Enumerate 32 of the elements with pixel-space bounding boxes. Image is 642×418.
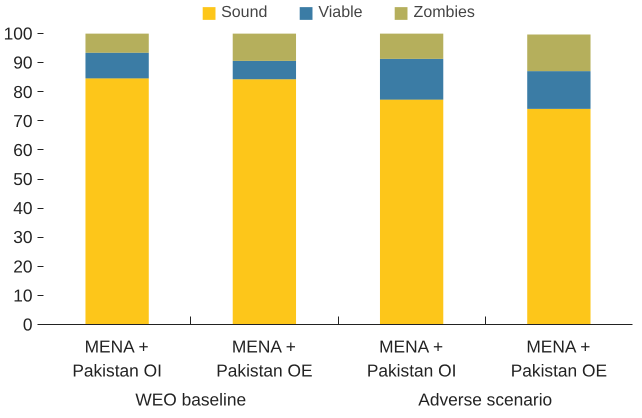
text: WEO baseline (135, 390, 246, 410)
bar (380, 34, 444, 59)
y-tick-label: 10 (13, 285, 33, 306)
x-tick-label: MENA + Pakistan OI (366, 336, 456, 380)
bar (527, 108, 591, 324)
bar (380, 58, 444, 100)
x-tick-label: MENA + Pakistan OE (216, 336, 313, 380)
y-tick-label: 0 (22, 314, 33, 334)
y-tick-label: 30 (13, 227, 33, 248)
y-tick-label: 60 (13, 140, 33, 160)
bar (85, 52, 149, 78)
bar (85, 78, 149, 324)
bar (232, 34, 296, 61)
legend-label: Viable (318, 4, 363, 22)
y-tick-label: 90 (13, 52, 33, 73)
bar (232, 60, 296, 80)
x-tick-label: MENA + Pakistan OI (72, 336, 162, 380)
bar (232, 79, 296, 324)
y-tick-label: 20 (13, 256, 33, 276)
bar (85, 34, 149, 53)
y-tick-label: 40 (13, 198, 33, 218)
y-tick-label: 80 (13, 82, 33, 102)
y-tick-label: 70 (13, 110, 33, 131)
legend-label: Sound (221, 4, 268, 22)
bar (527, 71, 591, 109)
y-tick-label: 50 (13, 169, 33, 190)
bar (380, 100, 444, 324)
bar (527, 34, 591, 72)
legend-label: Zombies (414, 4, 475, 22)
text: Adverse scenario (418, 390, 552, 410)
y-tick-label: 100 (4, 24, 33, 44)
x-tick-label: MENA + Pakistan OE (510, 336, 608, 380)
